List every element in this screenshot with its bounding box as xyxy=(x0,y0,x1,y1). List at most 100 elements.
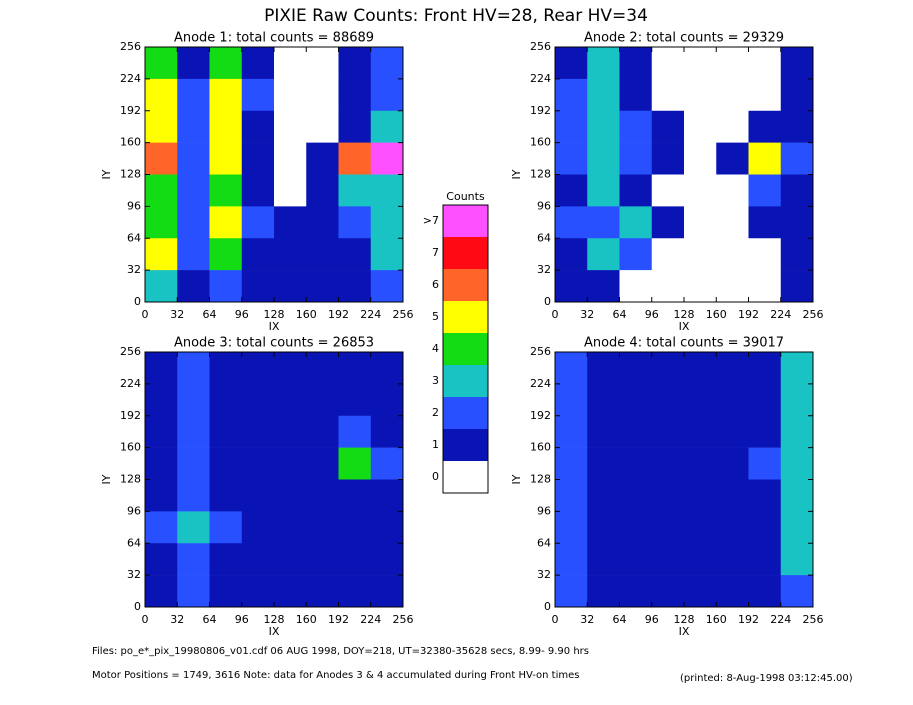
heat-cell xyxy=(684,78,717,112)
x-tick-label: 0 xyxy=(142,308,149,321)
heat-cell xyxy=(555,270,588,303)
heat-cell xyxy=(780,383,814,417)
heat-cell xyxy=(306,270,339,303)
heat-cell xyxy=(555,142,588,175)
y-tick-label: 0 xyxy=(544,600,551,613)
heat-cell xyxy=(274,511,307,544)
heat-cell xyxy=(209,383,243,417)
heat-cell xyxy=(555,479,588,512)
heat-cell xyxy=(145,352,178,385)
y-tick-label: 224 xyxy=(120,72,141,85)
colorbar-swatch xyxy=(443,397,488,429)
y-tick-label: 64 xyxy=(537,536,551,549)
heat-cell xyxy=(145,383,178,417)
colorbar-label: >7 xyxy=(423,214,439,227)
x-tick-label: 160 xyxy=(706,613,727,626)
heat-cell xyxy=(241,479,275,512)
heat-cell xyxy=(587,142,620,175)
x-tick-label: 0 xyxy=(552,613,559,626)
x-tick-label: 160 xyxy=(706,308,727,321)
panel-title: Anode 3: total counts = 26853 xyxy=(174,336,374,351)
panel-title: Anode 4: total counts = 39017 xyxy=(584,336,784,351)
y-tick-label: 64 xyxy=(127,231,141,244)
heat-cell xyxy=(587,174,620,207)
heat-cell xyxy=(338,415,372,448)
heat-cell xyxy=(748,511,782,544)
y-axis-label: IY xyxy=(510,169,523,179)
footer-line: Files: po_e*_pix_19980806_v01.cdf 06 AUG… xyxy=(92,646,589,657)
x-tick-label: 224 xyxy=(770,308,791,321)
heat-cell xyxy=(716,78,749,112)
y-tick-label: 32 xyxy=(127,568,141,581)
y-tick-label: 32 xyxy=(127,263,141,276)
heat-cell xyxy=(209,206,243,239)
heat-cell xyxy=(780,511,814,544)
heat-cell xyxy=(684,447,717,480)
heat-cell xyxy=(748,174,782,207)
heat-cell xyxy=(780,47,814,80)
heat-cell xyxy=(306,511,339,544)
heat-cell xyxy=(619,78,653,112)
heat-cell xyxy=(748,543,782,576)
y-tick-label: 0 xyxy=(134,295,141,308)
heat-cell xyxy=(306,238,339,271)
heat-cell xyxy=(780,206,814,239)
heat-cell xyxy=(684,543,717,576)
heat-cell xyxy=(370,206,404,239)
heat-cell xyxy=(177,270,210,303)
heat-cell xyxy=(555,238,588,271)
heat-cell xyxy=(177,238,210,271)
y-tick-label: 192 xyxy=(120,409,141,422)
heat-cell xyxy=(748,206,782,239)
heat-cell xyxy=(651,238,685,271)
heat-cell xyxy=(716,47,749,80)
x-tick-label: 224 xyxy=(770,613,791,626)
page-title: PIXIE Raw Counts: Front HV=28, Rear HV=3… xyxy=(264,6,648,26)
heat-cell xyxy=(306,110,339,143)
heat-cell xyxy=(555,78,588,112)
x-tick-label: 64 xyxy=(613,308,627,321)
x-tick-label: 32 xyxy=(170,613,184,626)
heat-cell xyxy=(716,206,749,239)
heat-cell xyxy=(555,447,588,480)
y-tick-label: 32 xyxy=(537,568,551,581)
heat-cell xyxy=(748,447,782,480)
y-axis-label: IY xyxy=(100,169,113,179)
heat-cell xyxy=(780,447,814,480)
heat-cell xyxy=(274,174,307,207)
heat-cell xyxy=(748,352,782,385)
heat-cell xyxy=(370,352,404,385)
heat-cell xyxy=(684,415,717,448)
colorbar-label: 4 xyxy=(432,342,439,355)
heat-cell xyxy=(651,78,685,112)
heat-cell xyxy=(241,78,275,112)
heat-cell xyxy=(177,383,210,417)
heat-cell xyxy=(684,47,717,80)
heat-cell xyxy=(274,575,307,608)
heat-cell xyxy=(338,447,372,480)
y-tick-label: 96 xyxy=(537,199,551,212)
heat-cell xyxy=(145,270,178,303)
heat-cell xyxy=(338,543,372,576)
heat-cell xyxy=(780,78,814,112)
heat-cell xyxy=(145,174,178,207)
x-tick-label: 128 xyxy=(674,308,695,321)
heat-cell xyxy=(684,479,717,512)
heat-cell xyxy=(748,415,782,448)
heat-cell xyxy=(684,511,717,544)
heat-cell xyxy=(306,479,339,512)
heat-cell xyxy=(619,383,653,417)
heat-cell xyxy=(748,575,782,608)
heat-cell xyxy=(241,575,275,608)
heat-cell xyxy=(748,78,782,112)
heat-cell xyxy=(684,383,717,417)
x-tick-label: 224 xyxy=(360,308,381,321)
heat-cell xyxy=(209,270,243,303)
heat-cell xyxy=(145,575,178,608)
x-tick-label: 96 xyxy=(645,613,659,626)
y-tick-label: 0 xyxy=(134,600,141,613)
colorbar-label: 3 xyxy=(432,374,439,387)
x-tick-label: 160 xyxy=(296,613,317,626)
heat-cell xyxy=(145,543,178,576)
heat-cell xyxy=(338,270,372,303)
